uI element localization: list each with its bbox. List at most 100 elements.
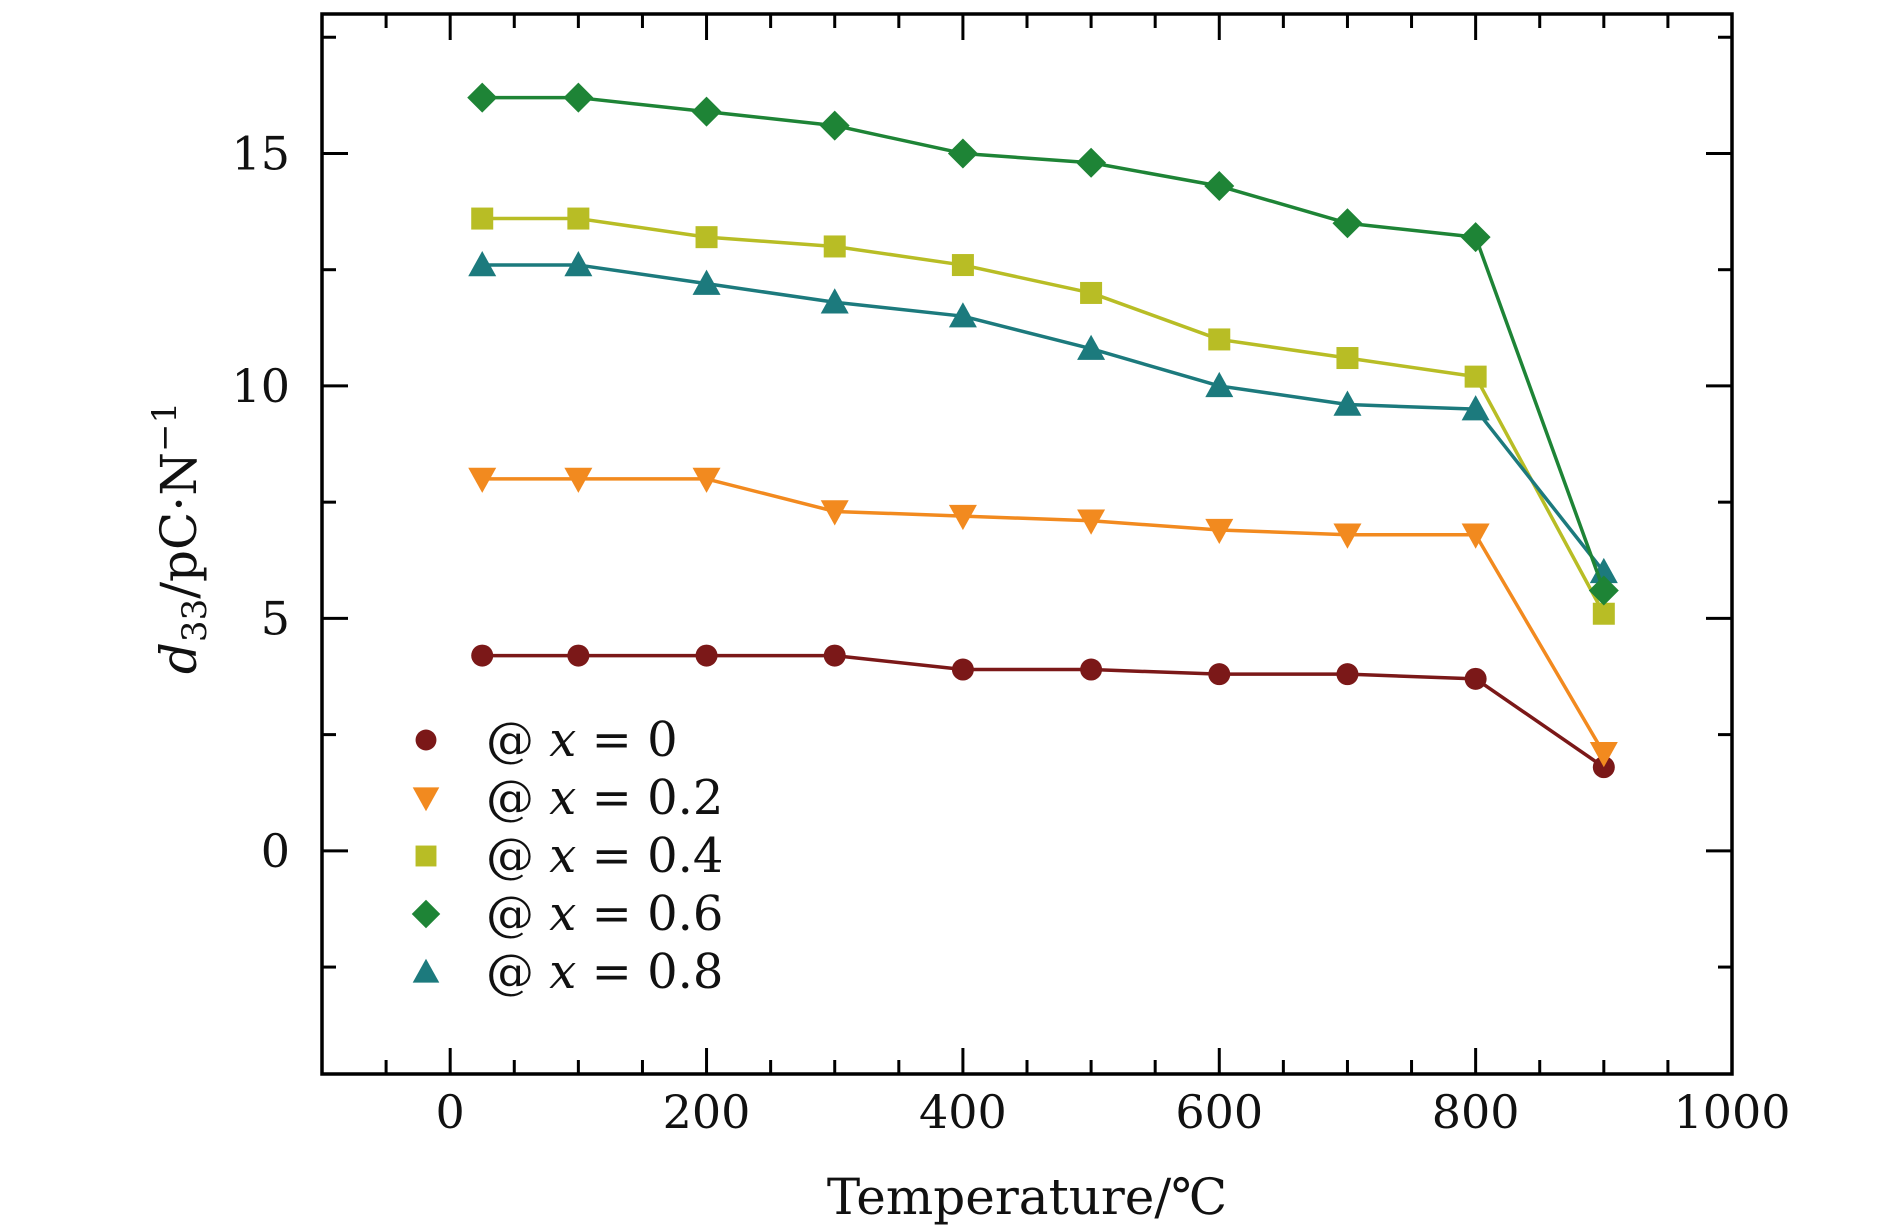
series-line (482, 216, 1606, 615)
data-point (1208, 328, 1231, 351)
series-0 (471, 644, 1615, 779)
data-point (692, 467, 721, 493)
legend-label: @ x = 0.4 (486, 828, 723, 884)
legend-marker (411, 899, 441, 929)
data-point (819, 110, 850, 141)
legend-label-var: x (549, 828, 576, 884)
legend-item: @ x = 0 (415, 712, 678, 768)
y-tick-label: 0 (261, 824, 290, 878)
legend-label: @ x = 0.2 (486, 770, 723, 826)
data-point (1589, 742, 1618, 768)
series-line (482, 95, 1606, 592)
series-line (482, 263, 1606, 573)
legend-label-var: x (549, 770, 576, 826)
data-point (1205, 371, 1234, 398)
legend-label-var: x (549, 886, 576, 942)
legend-label-value: = 0.2 (576, 770, 723, 826)
data-point (692, 269, 721, 295)
data-point (1460, 222, 1491, 253)
legend-label: @ x = 0.6 (486, 886, 723, 942)
legend-label-var: x (549, 712, 576, 768)
series-1 (468, 467, 1618, 768)
x-tick-label: 0 (436, 1085, 465, 1139)
data-point (1204, 171, 1235, 202)
data-point (1205, 518, 1234, 545)
series-line (482, 477, 1606, 755)
legend-item: @ x = 0.2 (412, 770, 723, 826)
legend-label-value: = 0 (576, 712, 677, 768)
data-point (1336, 347, 1359, 370)
plot-frame (320, 12, 1734, 1076)
data-point (1333, 523, 1362, 549)
data-point (823, 235, 846, 258)
series-line (482, 653, 1605, 769)
legend-label-prefix: @ (486, 712, 549, 768)
y-axis-title-subscript: 33 (175, 599, 215, 642)
legend-item: @ x = 0.4 (415, 828, 723, 884)
data-point (1461, 523, 1490, 549)
series-4 (468, 251, 1618, 584)
x-tick-label: 600 (1175, 1085, 1263, 1139)
legend-marker (412, 958, 440, 983)
data-point (823, 644, 846, 667)
data-point (564, 467, 593, 493)
series-3 (467, 82, 1619, 606)
x-tick-label: 800 (1432, 1085, 1520, 1139)
legend-marker (412, 787, 440, 812)
data-point (1076, 147, 1107, 178)
x-tick-label: 200 (663, 1085, 751, 1139)
data-point (820, 500, 849, 526)
data-point (1336, 663, 1359, 686)
legend-label-var: x (549, 944, 576, 1000)
data-point (1332, 208, 1363, 239)
tick-labels: 0 200 400 600 800 1000 0 5 10 15 (231, 126, 1790, 1139)
legend-label-prefix: @ (486, 828, 549, 884)
data-point (948, 302, 977, 328)
data-point (691, 96, 722, 127)
data-point (951, 658, 974, 681)
legend-marker (415, 845, 437, 867)
data-point (1077, 509, 1106, 535)
legend-marker (415, 729, 437, 751)
legend-label-prefix: @ (486, 886, 549, 942)
data-point (820, 288, 849, 314)
y-axis-title-unit: /pC·N (150, 452, 208, 599)
data-point (948, 504, 977, 531)
data-point (695, 644, 718, 667)
data-point (1464, 365, 1487, 388)
legend: @ x = 0@ x = 0.2@ x = 0.4@ x = 0.6@ x = … (411, 712, 723, 1000)
legend-label: @ x = 0.8 (486, 944, 723, 1000)
y-axis-title-superscript: −1 (145, 402, 185, 452)
data-point (1588, 575, 1619, 606)
data-point (467, 82, 498, 113)
data-point (1589, 557, 1618, 584)
data-point (1080, 281, 1103, 304)
legend-label-prefix: @ (486, 770, 549, 826)
data-point (471, 207, 494, 230)
legend-label-prefix: @ (486, 944, 549, 1000)
y-tick-label: 15 (231, 126, 290, 180)
data-point (947, 138, 978, 169)
legend-item: @ x = 0.8 (412, 944, 723, 1000)
data-point (1461, 395, 1490, 421)
y-tick-label: 10 (231, 359, 290, 413)
axis-ticks (320, 14, 1734, 1074)
y-axis-title-var: d (150, 642, 208, 674)
data-point (1333, 390, 1362, 416)
x-axis-title: Temperature/℃ (827, 1168, 1227, 1226)
data-point (1080, 658, 1103, 681)
data-point (563, 82, 594, 113)
data-point (567, 644, 590, 667)
y-axis-title: d33/pC·N−1 (145, 402, 215, 674)
legend-label-value: = 0.8 (576, 944, 723, 1000)
data-point (951, 254, 974, 277)
series-2 (471, 207, 1615, 625)
y-tick-label: 5 (261, 591, 290, 645)
data-point (1592, 602, 1615, 625)
data-point (1208, 663, 1231, 686)
data-point (468, 251, 497, 277)
data-point (567, 207, 590, 230)
data-point (471, 644, 494, 667)
